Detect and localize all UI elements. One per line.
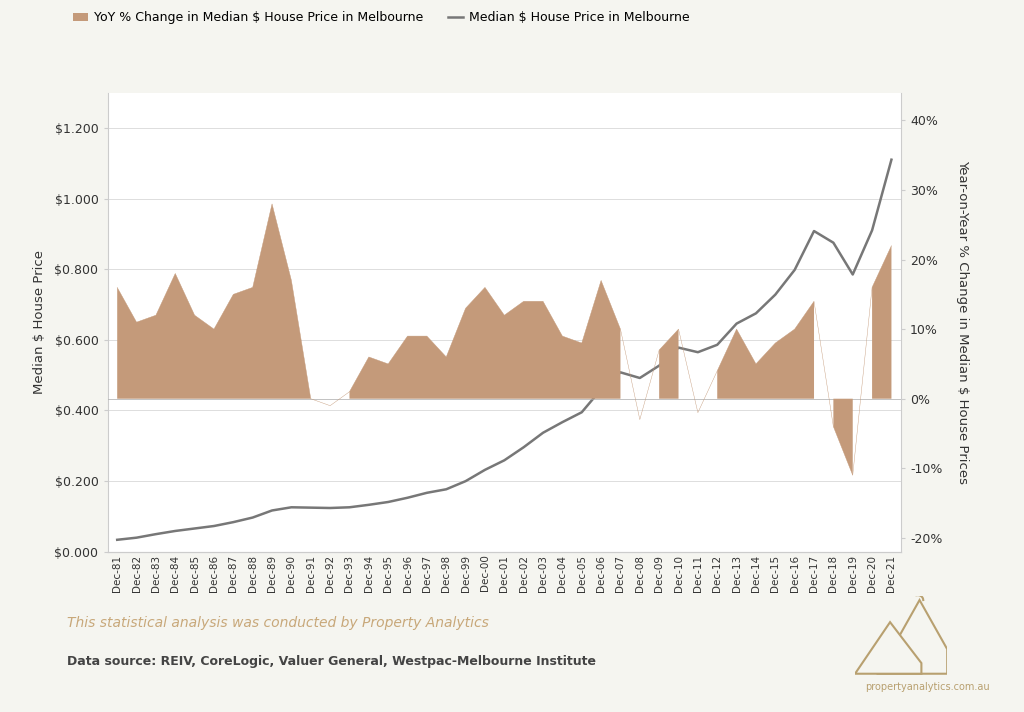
Legend: YoY % Change in Median $ House Price in Melbourne, Median $ House Price in Melbo: YoY % Change in Median $ House Price in … [68,6,695,29]
Text: propertyanalytics.com.au: propertyanalytics.com.au [865,682,990,692]
Text: This statistical analysis was conducted by Property Analytics: This statistical analysis was conducted … [67,616,488,630]
Y-axis label: Median $ House Price: Median $ House Price [33,250,46,394]
Polygon shape [855,622,922,674]
Text: Data source: REIV, CoreLogic, Valuer General, Westpac-Melbourne Institute: Data source: REIV, CoreLogic, Valuer Gen… [67,655,596,668]
Y-axis label: Year-on-Year % Change in Median $ House Prices: Year-on-Year % Change in Median $ House … [956,160,970,484]
